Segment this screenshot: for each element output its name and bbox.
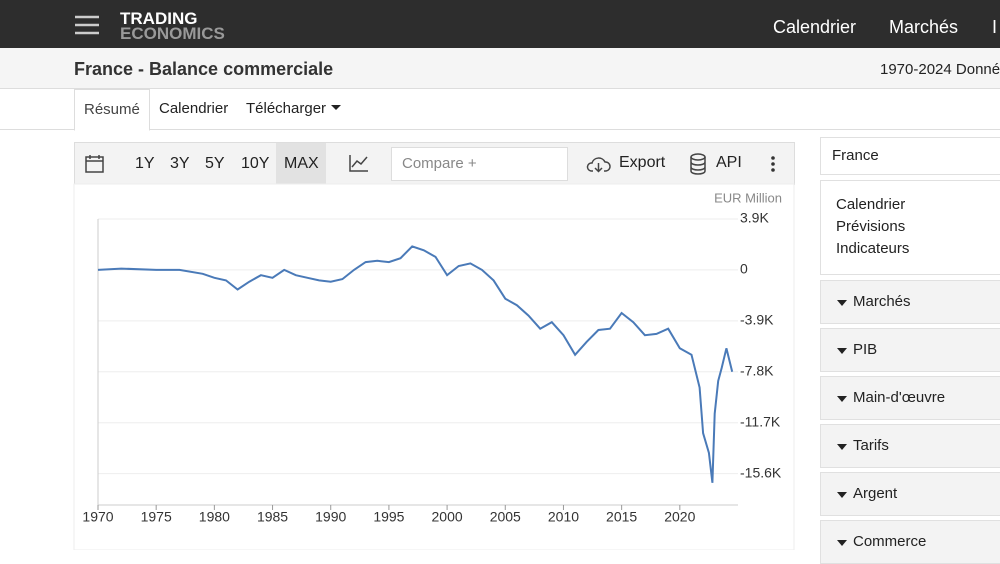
api-icon: [690, 153, 706, 175]
range-active: [276, 143, 326, 184]
caret: [837, 396, 847, 402]
x-tick-label: 2015: [606, 509, 637, 525]
nav-link[interactable]: I: [992, 17, 998, 37]
tab: Résumé: [84, 101, 140, 118]
country-box: France: [820, 137, 1000, 175]
x-tick-label: 1990: [315, 509, 346, 525]
data-line: [97, 245, 734, 483]
api-button[interactable]: API: [716, 154, 742, 171]
y-tick-label: -15.6K: [740, 464, 782, 480]
nav-link[interactable]: Calendrier: [773, 17, 857, 37]
section-label: Marchés: [853, 293, 911, 310]
x-tick-label: 2020: [664, 509, 695, 525]
side-section[interactable]: PIB: [820, 328, 1000, 372]
x-tick-label: 2000: [432, 509, 463, 525]
x-tick-label: 2010: [548, 509, 579, 525]
side-section[interactable]: Tarifs: [820, 424, 1000, 468]
export-icon: [586, 157, 611, 173]
section-label: PIB: [853, 341, 878, 358]
compare-placeholder: Compare +: [402, 155, 477, 172]
side-section[interactable]: Marchés: [820, 280, 1000, 324]
side-section[interactable]: Main-d'œuvre: [820, 376, 1000, 420]
range-button[interactable]: MAX: [284, 155, 319, 172]
unit-label: EUR Million: [714, 190, 782, 205]
compare-input[interactable]: Compare +: [391, 147, 568, 181]
tabs-border: [0, 129, 1000, 130]
x-tick-label: 2005: [490, 509, 521, 525]
logo-line: TRADING: [120, 9, 198, 28]
more-icon[interactable]: [770, 155, 776, 173]
page-title: France - Balance commerciale: [74, 59, 334, 79]
calendar-icon[interactable]: [85, 154, 105, 174]
side-link[interactable]: Calendrier: [836, 196, 906, 213]
range-button[interactable]: 5Y: [205, 155, 225, 172]
y-tick-label: -3.9K: [740, 312, 774, 328]
export-button[interactable]: Export: [619, 154, 666, 171]
nav-link[interactable]: Marchés: [889, 17, 959, 37]
section-label: Argent: [853, 485, 898, 502]
chart-frame: [73, 183, 795, 550]
menu-icon[interactable]: [74, 14, 100, 36]
toolbar: 1Y 3Y 5Y 10Y MAX Compare + Export API: [74, 142, 795, 185]
y-tick-label: -11.7K: [740, 413, 781, 429]
date-range: 1970-2024 Donné: [880, 61, 1000, 78]
x-tick-label: 1980: [199, 509, 230, 525]
side-link[interactable]: Prévisions: [836, 218, 906, 235]
y-tick-label: -7.8K: [740, 362, 774, 378]
x-tick-label: 1975: [141, 509, 172, 525]
y-tick-label: 3.9K: [740, 210, 769, 226]
x-tick-label: 1985: [257, 509, 288, 525]
caret: [837, 492, 847, 498]
side-section[interactable]: Commerce: [820, 520, 1000, 564]
range-button[interactable]: 1Y: [135, 155, 155, 172]
y-tick-label: 0: [740, 261, 748, 277]
logo[interactable]: TRADING ECONOMICS: [120, 9, 225, 43]
tab[interactable]: Calendrier: [159, 100, 229, 117]
x-tick-label: 1970: [82, 509, 113, 525]
section-label: Main-d'œuvre: [853, 389, 946, 406]
caret: [837, 300, 847, 306]
caret: [837, 348, 847, 354]
caret: [331, 105, 341, 110]
country: France: [832, 147, 879, 164]
tab-active[interactable]: Résumé: [74, 89, 150, 131]
chart-type-icon[interactable]: [349, 154, 369, 172]
top-bar: TRADING ECONOMICS Calendrier Marchés I: [0, 0, 1000, 48]
caret: [837, 540, 847, 546]
side-section[interactable]: Argent: [820, 472, 1000, 516]
chart: EUR Million 3.9K 0 -3.9K -7.8K -11.7K -15.6K 1…: [73, 183, 795, 550]
section-label: Commerce: [853, 533, 927, 550]
range-button[interactable]: 10Y: [241, 155, 270, 172]
x-tick-label: 1995: [373, 509, 404, 525]
logo-line: ECONOMICS: [120, 24, 225, 43]
caret: [837, 444, 847, 450]
title-strip: France - Balance commerciale 1970-2024 D…: [0, 48, 1000, 89]
tab[interactable]: Télécharger: [246, 100, 327, 117]
range-button[interactable]: 3Y: [170, 155, 190, 172]
side-link[interactable]: Indicateurs: [836, 240, 910, 257]
link-box: Calendrier Prévisions Indicateurs: [820, 180, 1000, 275]
section-label: Tarifs: [853, 437, 889, 454]
